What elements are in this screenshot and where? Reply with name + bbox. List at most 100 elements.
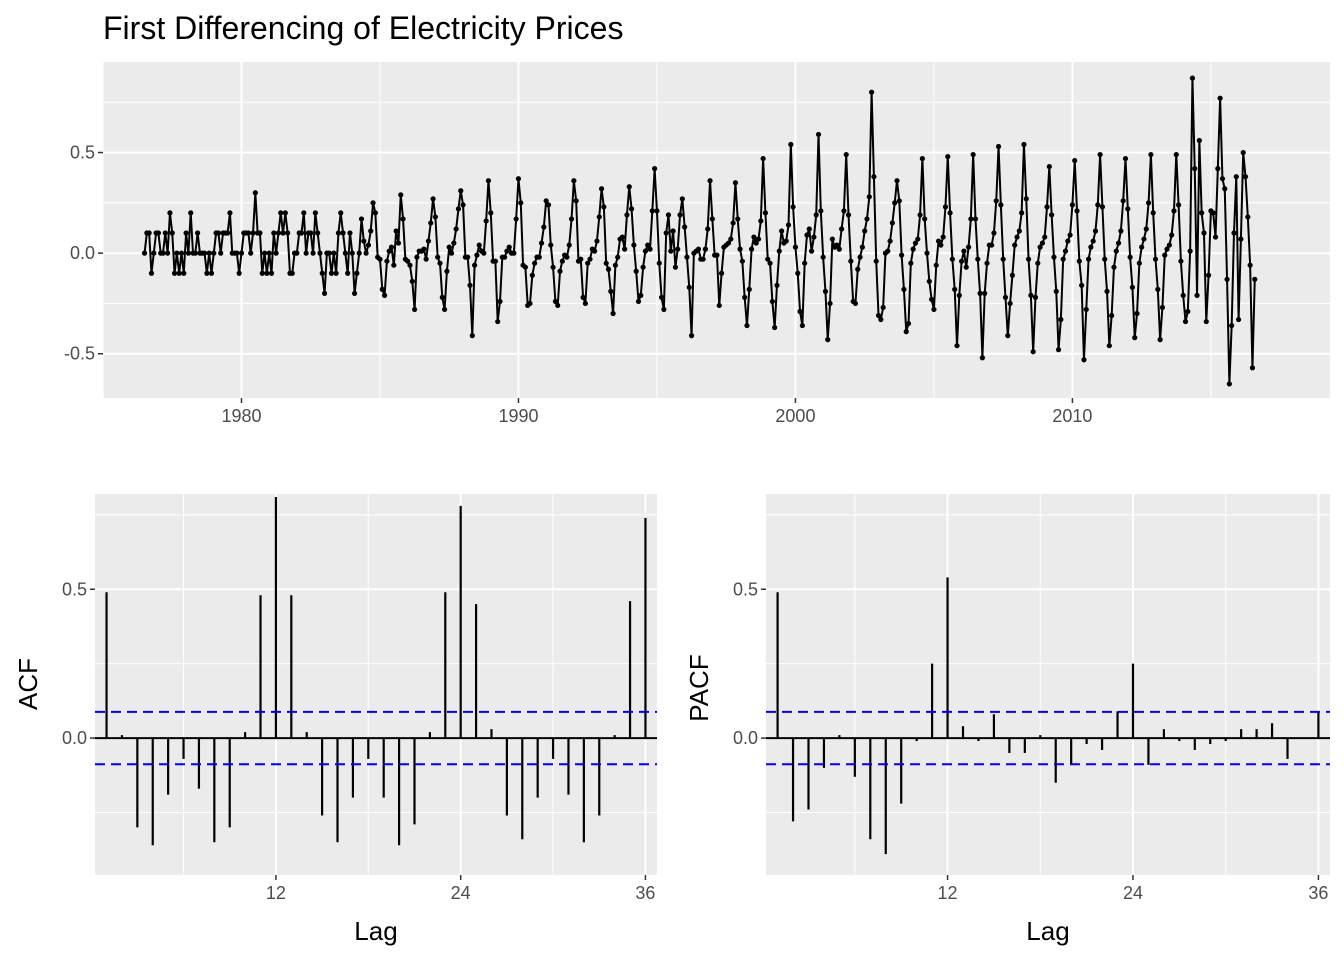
data-point <box>513 216 519 222</box>
data-point <box>407 262 413 268</box>
data-point <box>335 230 342 236</box>
data-point <box>460 202 466 208</box>
data-point <box>571 178 577 184</box>
data-point <box>878 316 884 323</box>
data-point <box>351 290 358 296</box>
data-point <box>1014 234 1020 240</box>
acf-y-axis: 0.0 0.5 <box>62 579 95 748</box>
data-point <box>333 270 339 276</box>
acf-confidence-bounds <box>95 710 657 766</box>
data-point <box>548 242 554 248</box>
x-tick-label: 12 <box>266 883 286 903</box>
data-point <box>437 260 443 266</box>
data-point <box>1039 240 1046 246</box>
data-point <box>1030 349 1036 355</box>
data-point <box>811 234 817 240</box>
data-point <box>312 210 318 216</box>
data-point <box>1042 234 1048 240</box>
data-point <box>836 246 842 252</box>
data-point <box>679 196 685 202</box>
data-point <box>1152 256 1159 262</box>
data-point <box>859 244 865 250</box>
data-point <box>989 242 995 248</box>
data-point <box>774 282 780 288</box>
data-point <box>792 244 799 250</box>
data-point <box>545 202 552 208</box>
data-point <box>922 216 928 222</box>
data-point <box>543 198 549 204</box>
data-point <box>608 288 614 294</box>
data-point <box>783 238 789 244</box>
data-point <box>894 178 900 184</box>
y-tick-label: 0.0 <box>733 728 758 748</box>
data-point <box>1044 204 1050 210</box>
data-point <box>481 250 487 256</box>
data-point <box>372 210 378 216</box>
data-point <box>1065 238 1071 244</box>
data-point <box>769 298 775 305</box>
data-point <box>615 254 621 260</box>
data-point <box>278 210 284 216</box>
data-point <box>310 250 316 256</box>
data-point <box>1134 310 1140 317</box>
data-point <box>1090 238 1096 244</box>
data-point <box>645 242 651 248</box>
data-point <box>502 254 508 260</box>
data-point <box>829 236 835 242</box>
data-point <box>527 300 533 307</box>
data-point <box>162 230 168 236</box>
data-point <box>875 312 882 319</box>
data-point <box>1169 232 1175 238</box>
data-point <box>910 246 916 252</box>
data-point <box>326 250 332 256</box>
y-tick-label: 0.5 <box>70 143 95 163</box>
data-point <box>504 248 510 254</box>
data-point <box>315 230 321 236</box>
data-point <box>820 254 826 260</box>
data-point <box>626 184 632 190</box>
data-point <box>566 242 572 248</box>
data-point <box>1224 276 1230 282</box>
data-point <box>1079 282 1085 288</box>
data-point <box>497 298 503 305</box>
data-point <box>979 355 986 361</box>
data-point <box>1120 198 1126 204</box>
data-point <box>1051 254 1057 260</box>
data-point <box>1000 256 1006 262</box>
data-point <box>848 258 854 264</box>
data-point <box>421 246 427 252</box>
data-point <box>439 294 445 300</box>
data-point <box>839 226 845 232</box>
data-point <box>183 230 189 236</box>
pacf-confidence-bounds <box>766 710 1330 766</box>
data-point <box>1028 292 1034 298</box>
data-point <box>808 248 815 254</box>
data-point <box>1245 214 1251 220</box>
data-point <box>201 250 208 256</box>
data-point <box>1217 95 1223 101</box>
x-tick-label: 12 <box>938 883 958 903</box>
data-point <box>155 230 161 236</box>
data-point <box>259 270 265 276</box>
data-point <box>1002 294 1009 300</box>
data-point <box>873 258 879 264</box>
data-point <box>949 256 955 262</box>
data-point <box>901 286 907 292</box>
data-point <box>1106 343 1112 349</box>
data-point <box>892 200 898 206</box>
data-point <box>1062 248 1069 254</box>
data-point <box>192 250 198 256</box>
data-point <box>273 250 279 256</box>
data-point <box>1046 164 1052 170</box>
time-series-points <box>141 75 1258 387</box>
data-point <box>1085 256 1092 262</box>
data-point <box>1236 316 1242 323</box>
x-tick-label: 1980 <box>221 406 261 426</box>
data-point <box>506 244 512 250</box>
data-point <box>1199 210 1205 216</box>
data-point <box>1175 202 1182 208</box>
data-point <box>797 308 803 315</box>
data-point <box>370 200 376 206</box>
data-point <box>758 218 764 224</box>
